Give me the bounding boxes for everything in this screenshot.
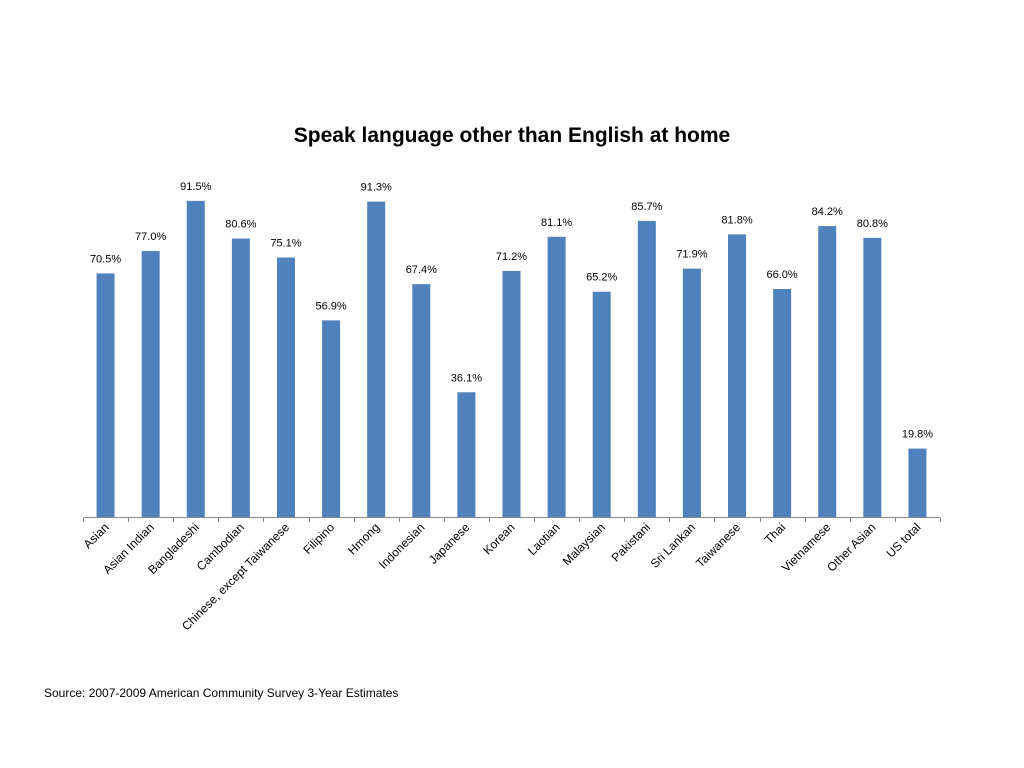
x-tick-label: Filipino	[300, 520, 337, 557]
data-label: 81.8%	[721, 214, 752, 226]
data-label: 70.5%	[90, 253, 121, 265]
chart-title: Speak language other than English at hom…	[293, 124, 731, 147]
bar	[276, 257, 295, 517]
bar	[186, 200, 205, 517]
x-tick-label: Taiwanese	[693, 520, 743, 570]
data-label: 67.4%	[406, 264, 437, 276]
bar	[818, 226, 837, 518]
data-label: 66.0%	[767, 269, 798, 281]
x-tick-label: Korean	[480, 520, 517, 557]
x-tick-label: Laotian	[525, 520, 563, 558]
bar	[141, 250, 160, 517]
data-label: 85.7%	[631, 201, 662, 213]
bar	[863, 237, 882, 517]
data-label: 36.1%	[451, 372, 482, 384]
x-tick-label: Sri Lankan	[648, 520, 698, 570]
bar	[773, 288, 792, 517]
bar	[322, 320, 341, 517]
bar	[412, 284, 431, 517]
x-tick-label: Other Asian	[824, 520, 878, 574]
data-label: 80.8%	[857, 218, 888, 230]
bar	[682, 268, 701, 517]
data-label: 65.2%	[586, 272, 617, 284]
bar	[592, 291, 611, 517]
bar	[637, 220, 656, 517]
data-label: 84.2%	[812, 206, 843, 218]
data-label: 71.2%	[496, 251, 527, 263]
x-tick-label: Pakistani	[609, 520, 653, 564]
bar	[547, 236, 566, 517]
source-note: Source: 2007-2009 American Community Sur…	[44, 686, 399, 700]
x-tick-label: Indonesian	[376, 520, 427, 571]
bar	[908, 448, 927, 517]
data-label: 81.1%	[541, 217, 572, 229]
data-label: 56.9%	[315, 300, 346, 312]
bar	[728, 234, 747, 518]
data-label: 80.6%	[225, 219, 256, 231]
bar	[96, 273, 115, 517]
data-label: 77.0%	[135, 231, 166, 243]
data-label: 75.1%	[270, 238, 301, 250]
data-label: 91.5%	[180, 181, 211, 193]
bar	[457, 392, 476, 517]
x-tick-label: Malaysian	[560, 520, 608, 568]
x-tick-label: Asian	[81, 520, 112, 551]
x-tick-label: US total	[883, 520, 923, 560]
data-label: 71.9%	[676, 249, 707, 261]
bar	[502, 271, 521, 517]
bar	[231, 238, 250, 518]
x-tick-label: Thai	[762, 520, 788, 546]
x-tick-label: Hmong	[345, 520, 382, 557]
bar	[367, 201, 386, 517]
data-label: 91.3%	[361, 182, 392, 194]
x-tick-label: Japanese	[426, 520, 473, 567]
data-label: 19.8%	[902, 429, 933, 441]
